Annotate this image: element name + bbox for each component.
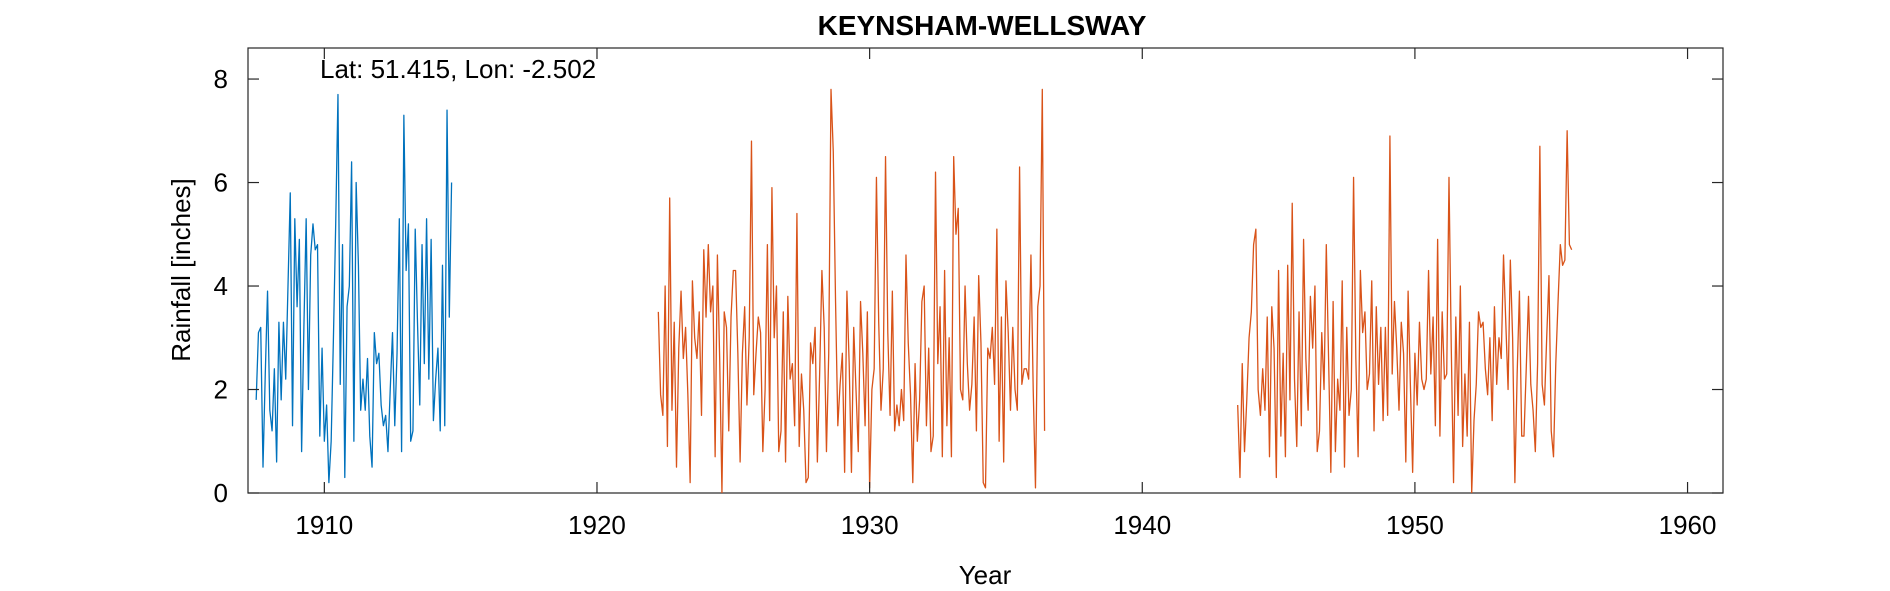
x-tick-label: 1940 (1113, 510, 1171, 540)
y-tick-label: 4 (214, 271, 228, 301)
x-tick-label: 1920 (568, 510, 626, 540)
chart-title: KEYNSHAM-WELLSWAY (818, 10, 1147, 41)
axes-box (247, 47, 1724, 494)
coordinates-annotation: Lat: 51.415, Lon: -2.502 (320, 54, 596, 84)
y-tick-label: 8 (214, 64, 228, 94)
x-tick-label: 1960 (1659, 510, 1717, 540)
plot-area: 0 2 4 6 8 1910 1920 1930 1940 1950 1960 (214, 47, 1724, 540)
y-tick-label: 0 (214, 478, 228, 508)
x-tick-label: 1950 (1386, 510, 1444, 540)
x-axis-label: Year (959, 560, 1012, 590)
series-3-line (1237, 130, 1573, 493)
y-tick-label: 2 (214, 375, 228, 405)
y-axis-label: Rainfall [inches] (166, 178, 196, 362)
x-tick-label: 1910 (295, 510, 353, 540)
y-tick-label: 6 (214, 168, 228, 198)
series-2-line (657, 88, 1046, 493)
series-1-line (255, 93, 453, 484)
x-tick-label: 1930 (841, 510, 899, 540)
